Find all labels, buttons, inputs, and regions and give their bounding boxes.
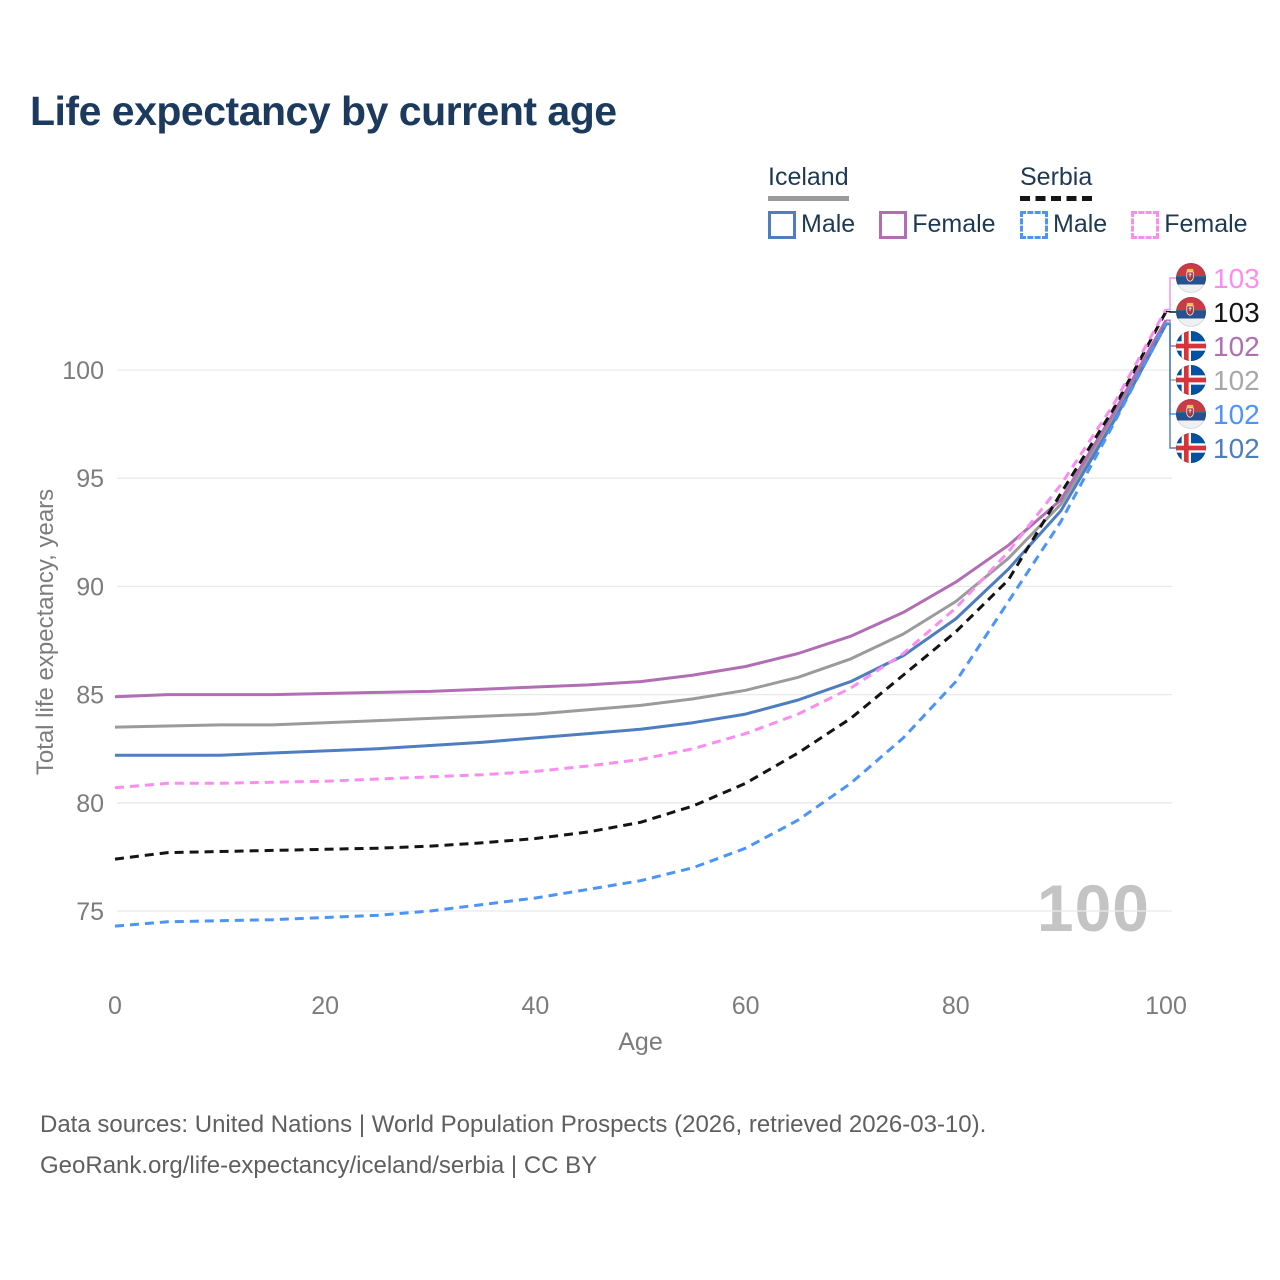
end-label-value: 102 [1213,433,1260,464]
end-label-leader [1166,277,1176,311]
legend-label-iceland-female[interactable]: Female [912,210,996,238]
y-tick-label: 100 [62,357,104,385]
iceland-male-swatch-icon[interactable] [768,210,796,239]
y-tick-label: 75 [76,898,104,926]
legend-group-iceland: Iceland Male Female [768,163,1020,239]
serbia-flag-icon [1176,263,1206,293]
serbia-male-swatch-icon[interactable] [1020,210,1048,239]
y-tick-label: 80 [76,790,104,818]
age-counter-watermark: 100 [1036,871,1150,945]
series-line-iceland-female[interactable] [114,319,1168,699]
x-tick-label: 20 [311,992,339,1020]
end-label-value: 102 [1213,365,1260,396]
legend-label-iceland-male[interactable]: Male [801,210,856,238]
x-axis-title: Age [618,1028,663,1056]
series-line-serbia-male[interactable] [114,322,1168,928]
legend-country-serbia[interactable]: Serbia [1020,163,1093,201]
y-tick-label: 85 [76,682,104,710]
footer-line-2: GeoRank.org/life-expectancy/iceland/serb… [40,1152,598,1179]
y-tick-label: 90 [76,573,104,601]
iceland-flag-icon [1176,331,1206,361]
series-line-serbia-female[interactable] [114,308,1168,790]
series-line-serbia[interactable] [114,310,1168,861]
data-source-footer: Data sources: United Nations | World Pop… [40,1104,986,1186]
legend-items-serbia: Male Female [1020,210,1272,239]
legend-country-iceland[interactable]: Iceland [768,163,849,201]
page-title: Life expectancy by current age [30,88,617,134]
x-tick-label: 40 [521,992,549,1020]
series-line-iceland[interactable] [114,321,1168,729]
y-axis-title: Total life expectancy, years [32,488,59,776]
x-tick-label: 60 [732,992,760,1020]
legend-items-iceland: Male Female [768,210,1020,239]
footer-line-1: Data sources: United Nations | World Pop… [40,1111,987,1138]
legend-label-serbia-male[interactable]: Male [1053,210,1108,238]
x-tick-label: 0 [108,992,122,1020]
end-label-value: 102 [1213,331,1260,362]
legend-label-serbia-female[interactable]: Female [1164,210,1248,238]
serbia-flag-icon [1176,297,1206,327]
end-label-leader [1166,323,1176,449]
end-label-leader [1166,321,1176,381]
end-label-value: 103 [1213,263,1260,294]
serbia-flag-icon [1176,399,1206,429]
series-line-iceland-male[interactable] [115,323,1168,757]
iceland-flag-icon [1176,365,1206,395]
serbia-female-swatch-icon[interactable] [1131,210,1160,239]
legend-group-serbia: Serbia Male Female [1020,163,1272,239]
end-label-value: 103 [1213,297,1260,328]
iceland-female-swatch-icon[interactable] [879,210,908,239]
end-label-leader [1166,322,1176,415]
x-tick-label: 100 [1145,992,1187,1020]
iceland-flag-icon [1176,433,1206,463]
x-tick-label: 80 [942,992,970,1020]
end-label-value: 102 [1213,399,1260,430]
y-tick-label: 95 [76,465,104,493]
